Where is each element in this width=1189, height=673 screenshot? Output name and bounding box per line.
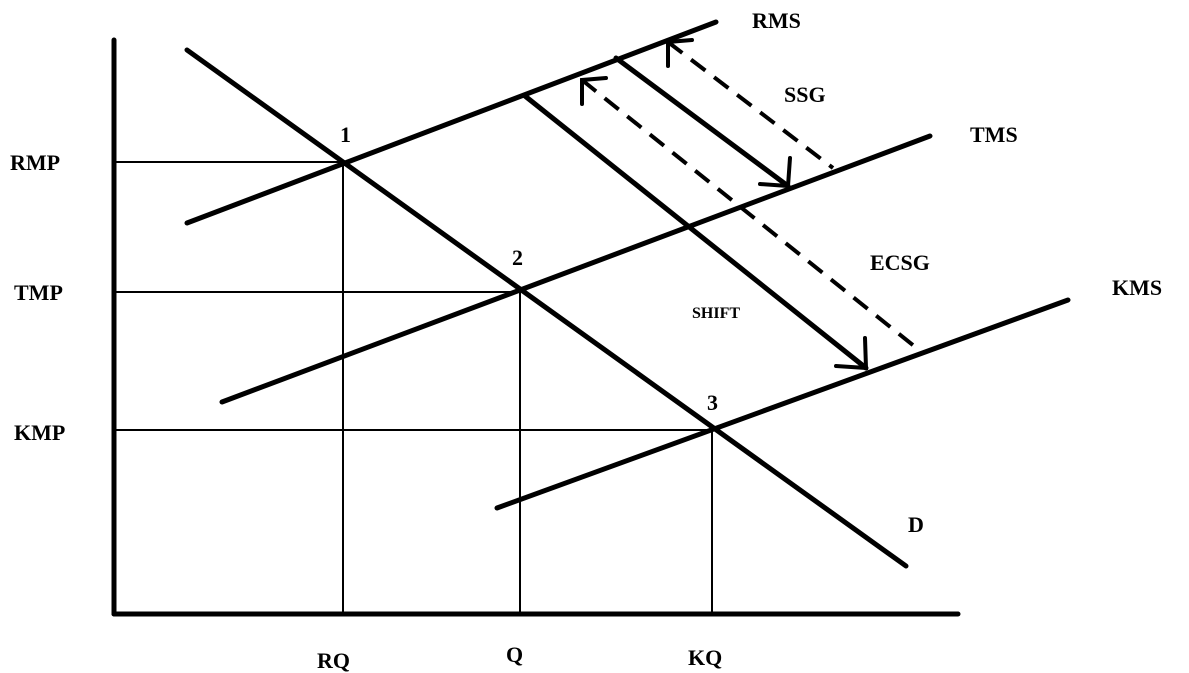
kq-label: KQ: [688, 645, 722, 670]
point-2-label: 2: [512, 245, 523, 270]
shift-arrow-upper-head: [758, 156, 792, 189]
ecsg-gap-arrow: [580, 78, 921, 352]
kms-supply-curve: [494, 297, 1071, 511]
ssg-gap-arrow-head: [666, 38, 694, 68]
demand-curve: [184, 47, 909, 569]
tms-label: TMS: [970, 122, 1018, 147]
shift-arrow-upper: [613, 55, 791, 189]
point-1-label: 1: [340, 122, 351, 147]
ecsg-gap-arrow-head: [580, 76, 608, 106]
demand-label: D: [908, 512, 924, 537]
q-label: Q: [506, 642, 523, 667]
ssg-label: SSG: [784, 82, 826, 107]
rms-label: RMS: [752, 8, 801, 33]
rq-label: RQ: [317, 648, 350, 673]
tmp-label: TMP: [14, 280, 63, 305]
rmp-label: RMP: [10, 150, 60, 175]
shift-label: SHIFT: [692, 305, 740, 322]
kms-label: KMS: [1112, 275, 1162, 300]
kmp-label: KMP: [14, 420, 65, 445]
rms-supply-curve: [184, 19, 719, 226]
tms-supply-curve: [219, 133, 933, 405]
ssg-gap-arrow: [666, 40, 835, 170]
shift-arrow-lower: [522, 93, 869, 371]
ecsg-label: ECSG: [870, 250, 930, 275]
shift-arrow-lower-head: [834, 336, 869, 371]
point-3-label: 3: [707, 390, 718, 415]
